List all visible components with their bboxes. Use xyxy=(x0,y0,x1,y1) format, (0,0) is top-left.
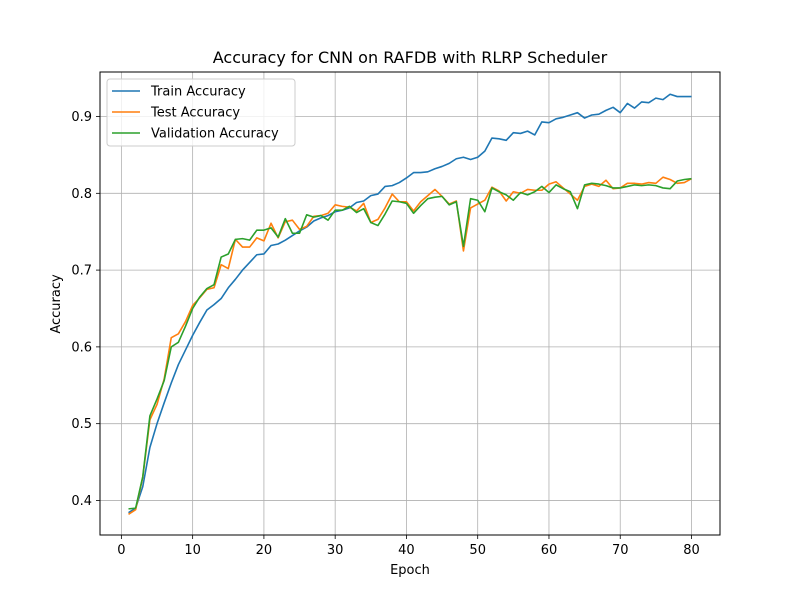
y-tick-label: 0.6 xyxy=(71,340,92,355)
x-tick-label: 50 xyxy=(469,543,486,558)
train-accuracy-line xyxy=(128,93,692,514)
validation-accuracy-legend-label: Validation Accuracy xyxy=(151,127,279,142)
test-accuracy-legend-label: Test Accuracy xyxy=(150,106,240,121)
x-tick-label: 10 xyxy=(184,543,201,558)
grid-lines xyxy=(100,72,720,535)
x-tick-label: 70 xyxy=(612,543,629,558)
train-accuracy-legend-label: Train Accuracy xyxy=(150,85,246,100)
chart-title: Accuracy for CNN on RAFDB with RLRP Sche… xyxy=(213,48,608,67)
x-tick-label: 60 xyxy=(541,543,558,558)
y-tick-label: 0.9 xyxy=(71,110,92,125)
series-layer xyxy=(128,93,692,515)
x-tick-label: 80 xyxy=(683,543,700,558)
axis-ticks: 0 10 20 30 40 50 60 70 80 0.4 0.5 0.6 0.7 0.8 0.9 xyxy=(71,110,699,558)
x-axis-label: Epoch xyxy=(390,563,430,578)
test-accuracy-line xyxy=(128,176,692,515)
y-tick-label: 0.5 xyxy=(71,417,92,432)
x-tick-label: 40 xyxy=(398,543,415,558)
y-tick-label: 0.8 xyxy=(71,187,92,202)
y-tick-label: 0.7 xyxy=(71,264,92,279)
x-tick-label: 20 xyxy=(256,543,273,558)
legend: Train Accuracy Test Accuracy Validation Ac… xyxy=(106,78,296,147)
plot-frame xyxy=(99,71,721,536)
legend-box xyxy=(106,78,296,147)
x-tick-label: 30 xyxy=(327,543,344,558)
validation-accuracy-line xyxy=(128,177,692,510)
y-axis-label: Accuracy xyxy=(49,274,64,334)
y-tick-label: 0.4 xyxy=(71,494,92,509)
x-tick-label: 0 xyxy=(117,543,125,558)
